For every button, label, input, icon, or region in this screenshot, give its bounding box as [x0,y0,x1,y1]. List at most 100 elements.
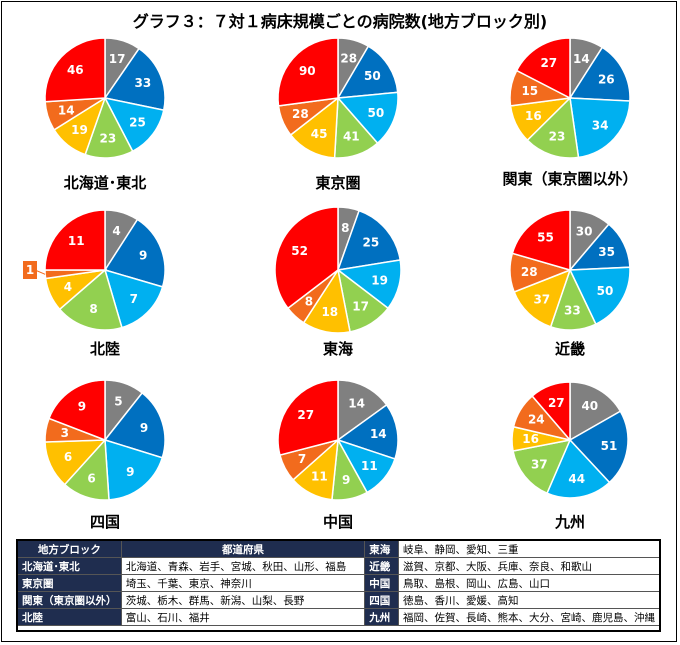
pie-slice [569,97,631,159]
slice-value-label: 37 [531,458,548,472]
table-header-prefectures: 都道府県 [120,540,366,558]
slice-value-label: 28 [292,107,309,121]
pie-slice [103,268,164,329]
slice-value-label: 16 [522,432,539,446]
slice-value-label: 37 [533,293,550,307]
slice-value-label: 14 [348,397,365,411]
slice-value-label: 11 [68,234,85,248]
slice-value-label: 16 [525,109,542,123]
slice-value-label: 27 [297,408,314,422]
pie-slice [515,37,571,100]
table-header-region: 地方ブロック [17,540,122,558]
slice-value-label: 15 [521,84,538,98]
table-cell-prefectures: 鳥取、島根、岡山、広島、山口 [398,574,660,592]
slice-value-label: 25 [129,116,146,130]
table-cell-region: 北海道･東北 [17,557,122,575]
table-cell-prefectures: 岐阜、静岡、愛知、三重 [398,540,660,558]
slice-value-label: 5 [114,395,122,409]
pie-chart: 14 14 11 9 11 7 27 中国 [277,379,399,531]
pie-slice [513,268,572,328]
slice-value-label: 18 [321,305,338,319]
slice-value-label: 14 [370,427,387,441]
slice-value-label: 4 [64,280,72,294]
pie-slice [103,47,166,112]
pie-slice [336,91,399,145]
pie-slice [336,45,399,99]
slice-value-label: 9 [140,421,148,435]
callout-box [23,261,37,279]
slice-value-label: 14 [58,104,75,118]
table-cell-prefectures: 埼玉、千葉、東京、神奈川 [120,574,366,592]
slice-value-label: 24 [528,413,545,427]
slice-value-label: 45 [311,127,328,141]
slice-value-label: 90 [299,64,316,78]
slice-value-label: 33 [135,76,152,90]
region-prefecture-table: 地方ブロック 都道府県 東海 岐阜、静岡、愛知、三重 北海道･東北 北海道、青森… [17,540,660,626]
slice-value-label: 55 [537,230,554,244]
slice-value-label: 3 [61,426,69,440]
pie-slice [512,438,572,495]
table-header-row: 地方ブロック 都道府県 東海 岐阜、静岡、愛知、三重 [17,540,660,558]
slice-value-label: 40 [581,399,598,413]
table-cell-region: 北陸 [17,608,122,626]
pie-region-label: 北海道･東北 [64,174,147,192]
slice-value-label: 14 [573,52,590,66]
pie-slice [569,381,622,442]
table-cell-region: 東海 [364,540,399,558]
pie-slice [336,209,402,271]
slice-value-label: 35 [598,245,615,259]
slice-value-label: 8 [305,294,313,308]
pie-chart: 30 35 50 33 37 28 55 近畿 [509,209,631,358]
pie-chart: 17 33 25 23 19 14 46 北海道･東北 [44,37,166,192]
slice-value-label: 4 [112,224,120,238]
slice-value-label: 8 [341,221,349,235]
table-cell-region: 九州 [364,608,399,626]
pie-slice [44,37,106,103]
pie-slice [568,410,629,484]
table-cell-region: 東京圏 [17,574,122,592]
table-cell-prefectures: 茨城、栃木、群馬、新潟、山梨、長野 [120,591,366,609]
page-title: グラフ３：７対１病床規模ごとの病院数(地方ブロック別) [132,12,548,31]
pie-slice [48,379,106,442]
slice-value-label: 26 [598,72,615,86]
slice-value-label: 19 [371,273,388,287]
pie-slice [568,266,631,326]
slice-value-label: 1 [26,263,34,277]
pie-region-label: 東京圏 [315,174,360,192]
slice-value-label: 28 [340,52,357,66]
table-row: 関東（東京圏以外） 茨城、栃木、群馬、新潟、山梨、長野 四国 徳島、香川、愛媛、… [17,591,660,609]
table-cell-region: 関東（東京圏以外） [17,591,122,609]
slice-value-label: 11 [311,469,328,483]
table-cell-region: 中国 [364,574,399,592]
slice-value-label: 7 [298,452,306,466]
slice-value-label: 17 [109,52,126,66]
pie-charts-area: 17332523191446北海道･東北28505041452890東京圏142… [23,37,638,531]
pie-slice [103,391,166,459]
table-row: 東京圏 埼玉、千葉、東京、神奈川 中国 鳥取、島根、岡山、広島、山口 [17,574,660,592]
pie-region-label: 四国 [90,513,120,531]
pie-slice [103,218,166,288]
table-cell-prefectures: 北海道、青森、岩手、宮城、秋田、山形、福島 [120,557,366,575]
slice-value-label: 9 [139,249,147,263]
table-cell-prefectures: 富山、石川、福井 [120,608,366,626]
pie-slice [526,96,580,159]
slice-value-label: 9 [342,473,350,487]
slice-value-label: 9 [126,465,134,479]
pie-slice [568,46,631,102]
slice-value-label: 11 [361,459,378,473]
slice-value-label: 27 [540,56,557,70]
pie-region-label: 関東（東京圏以外） [502,170,637,188]
pie-slice [277,379,339,456]
pie-slice [546,438,611,499]
slice-value-label: 30 [576,225,593,239]
slice-value-label: 50 [597,284,614,298]
slice-value-label: 6 [64,450,72,464]
pie-region-label: 中国 [323,513,353,531]
slice-value-label: 7 [130,292,138,306]
slice-value-label: 51 [601,439,618,453]
